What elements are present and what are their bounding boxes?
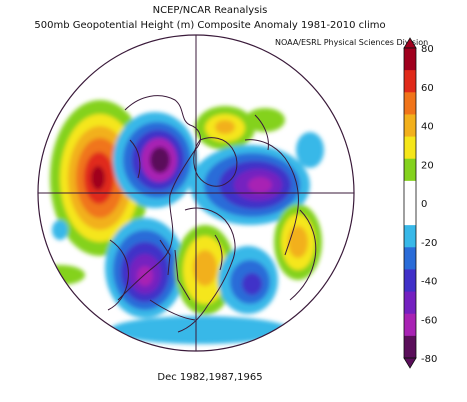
positive-center-europe [274, 204, 322, 280]
positive-center-north-america [175, 225, 235, 315]
negative-fringe [52, 132, 324, 344]
colorbar-segment [404, 269, 416, 293]
colorbar-tick-label: 20 [421, 160, 434, 171]
colorbar-segment [404, 48, 416, 71]
negative-center-atlantic [218, 246, 278, 314]
title-line-2: 500mb Geopotential Height (m) Composite … [34, 20, 386, 31]
colorbar-segment [404, 335, 416, 359]
credit-text: NOAA/ESRL Physical Sciences Division [275, 38, 429, 47]
colorbar [403, 37, 417, 369]
colorbar-top-arrow [403, 37, 417, 49]
composite-dates: Dec 1982,1987,1965 [157, 372, 263, 383]
colorbar-segment [404, 180, 416, 204]
title-line-1: NCEP/NCAR Reanalysis [152, 5, 268, 16]
colorbar-tick-label: -80 [421, 354, 437, 365]
colorbar-segment [404, 70, 416, 93]
colorbar-ticks: 80 60 40 20 0 -20 -40 -60 -80 [421, 44, 437, 365]
colorbar-bottom-arrow [403, 357, 417, 369]
map-border [37, 34, 355, 352]
colorbar-segment [404, 291, 416, 315]
colorbar-outline [403, 47, 417, 359]
colorbar-segment [404, 136, 416, 160]
colorbar-segment [404, 114, 416, 138]
colorbar-segment [404, 92, 416, 115]
negative-center-alaska [113, 112, 197, 208]
colorbar-segment [404, 203, 416, 226]
colorbar-tick-label: 60 [421, 83, 434, 94]
map-graticule [38, 35, 354, 351]
negative-center-greenland [190, 145, 310, 225]
colorbar-segment [404, 225, 416, 248]
colorbar-segment [404, 247, 416, 270]
coastlines [107, 95, 317, 333]
positive-center-arctic [195, 106, 255, 150]
colorbar-tick-label: -60 [421, 315, 437, 326]
colorbar-tick-label: 80 [421, 44, 434, 55]
colorbar-tick-label: 40 [421, 122, 434, 133]
colorbar-tick-label: -40 [421, 277, 437, 288]
colorbar-tick-label: 0 [421, 199, 427, 210]
colorbar-segment [404, 313, 416, 337]
colorbar-segment [404, 158, 416, 182]
colorbar-tick-label: -20 [421, 238, 437, 249]
